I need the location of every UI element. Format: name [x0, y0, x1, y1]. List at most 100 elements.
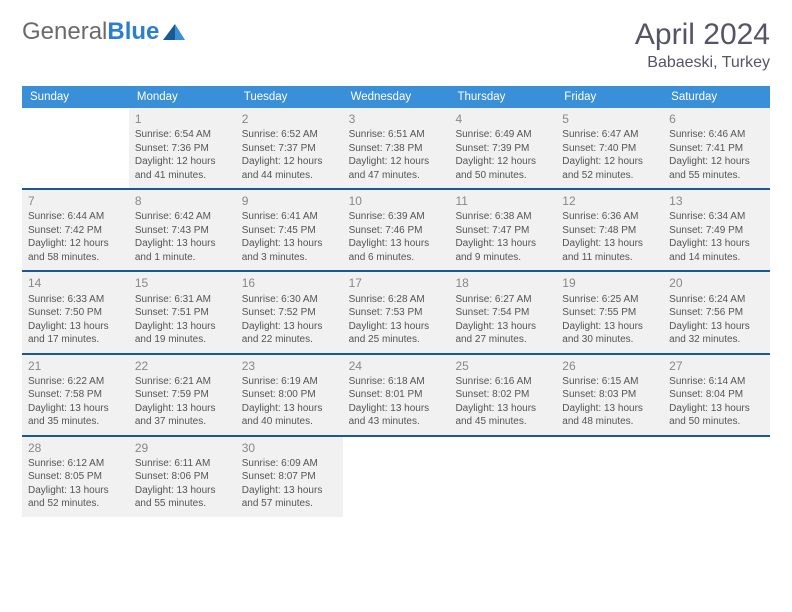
day-cell: 3Sunrise: 6:51 AMSunset: 7:38 PMDaylight…	[343, 108, 450, 188]
sunrise-text: Sunrise: 6:28 AM	[349, 293, 444, 307]
day-number: 9	[242, 193, 337, 209]
day-number: 28	[28, 440, 123, 456]
daylight-text: Daylight: 12 hours and 50 minutes.	[455, 155, 550, 182]
sunrise-text: Sunrise: 6:47 AM	[562, 128, 657, 142]
day-cell: 8Sunrise: 6:42 AMSunset: 7:43 PMDaylight…	[129, 190, 236, 270]
day-cell: 29Sunrise: 6:11 AMSunset: 8:06 PMDayligh…	[129, 437, 236, 517]
daylight-text: Daylight: 13 hours and 11 minutes.	[562, 237, 657, 264]
daylight-text: Daylight: 13 hours and 52 minutes.	[28, 484, 123, 511]
day-cell: 24Sunrise: 6:18 AMSunset: 8:01 PMDayligh…	[343, 355, 450, 435]
day-cell: 6Sunrise: 6:46 AMSunset: 7:41 PMDaylight…	[663, 108, 770, 188]
day-number: 11	[455, 193, 550, 209]
daylight-text: Daylight: 13 hours and 19 minutes.	[135, 320, 230, 347]
week-row: 14Sunrise: 6:33 AMSunset: 7:50 PMDayligh…	[22, 272, 770, 354]
month-title: April 2024	[635, 18, 770, 52]
sunrise-text: Sunrise: 6:30 AM	[242, 293, 337, 307]
day-header-cell: Sunday	[22, 86, 129, 108]
daylight-text: Daylight: 13 hours and 17 minutes.	[28, 320, 123, 347]
sunset-text: Sunset: 7:40 PM	[562, 142, 657, 156]
sunset-text: Sunset: 8:07 PM	[242, 470, 337, 484]
day-cell: 23Sunrise: 6:19 AMSunset: 8:00 PMDayligh…	[236, 355, 343, 435]
day-number: 3	[349, 111, 444, 127]
daylight-text: Daylight: 13 hours and 55 minutes.	[135, 484, 230, 511]
daylight-text: Daylight: 12 hours and 52 minutes.	[562, 155, 657, 182]
logo-triangle-icon	[163, 24, 185, 40]
sunset-text: Sunset: 7:49 PM	[669, 224, 764, 238]
day-header-cell: Tuesday	[236, 86, 343, 108]
day-cell: 30Sunrise: 6:09 AMSunset: 8:07 PMDayligh…	[236, 437, 343, 517]
day-number: 5	[562, 111, 657, 127]
sunset-text: Sunset: 8:03 PM	[562, 388, 657, 402]
day-number: 17	[349, 275, 444, 291]
day-number: 29	[135, 440, 230, 456]
daylight-text: Daylight: 13 hours and 22 minutes.	[242, 320, 337, 347]
daylight-text: Daylight: 13 hours and 9 minutes.	[455, 237, 550, 264]
day-cell: 26Sunrise: 6:15 AMSunset: 8:03 PMDayligh…	[556, 355, 663, 435]
day-cell: 1Sunrise: 6:54 AMSunset: 7:36 PMDaylight…	[129, 108, 236, 188]
sunset-text: Sunset: 7:54 PM	[455, 306, 550, 320]
week-row: 28Sunrise: 6:12 AMSunset: 8:05 PMDayligh…	[22, 437, 770, 517]
daylight-text: Daylight: 13 hours and 1 minute.	[135, 237, 230, 264]
sunrise-text: Sunrise: 6:11 AM	[135, 457, 230, 471]
sunrise-text: Sunrise: 6:27 AM	[455, 293, 550, 307]
logo-text-blue: Blue	[107, 18, 159, 46]
day-header-cell: Friday	[556, 86, 663, 108]
day-header-row: SundayMondayTuesdayWednesdayThursdayFrid…	[22, 86, 770, 108]
sunset-text: Sunset: 7:36 PM	[135, 142, 230, 156]
day-cell	[343, 437, 450, 517]
day-cell: 7Sunrise: 6:44 AMSunset: 7:42 PMDaylight…	[22, 190, 129, 270]
sunrise-text: Sunrise: 6:44 AM	[28, 210, 123, 224]
day-number: 7	[28, 193, 123, 209]
day-cell: 11Sunrise: 6:38 AMSunset: 7:47 PMDayligh…	[449, 190, 556, 270]
day-cell	[556, 437, 663, 517]
sunrise-text: Sunrise: 6:42 AM	[135, 210, 230, 224]
sunset-text: Sunset: 8:02 PM	[455, 388, 550, 402]
day-cell: 20 Sunrise: 6:24 AMSunset: 7:56 PMDayligh…	[663, 272, 770, 352]
day-cell: 25Sunrise: 6:16 AMSunset: 8:02 PMDayligh…	[449, 355, 556, 435]
day-cell: 5Sunrise: 6:47 AMSunset: 7:40 PMDaylight…	[556, 108, 663, 188]
daylight-text: Daylight: 12 hours and 55 minutes.	[669, 155, 764, 182]
sunset-text: Sunset: 7:56 PM	[669, 306, 764, 320]
daylight-text: Daylight: 13 hours and 27 minutes.	[455, 320, 550, 347]
day-header-cell: Thursday	[449, 86, 556, 108]
day-cell: 4Sunrise: 6:49 AMSunset: 7:39 PMDaylight…	[449, 108, 556, 188]
day-number: 16	[242, 275, 337, 291]
day-number: 14	[28, 275, 123, 291]
daylight-text: Daylight: 13 hours and 45 minutes.	[455, 402, 550, 429]
day-number: 21	[28, 358, 123, 374]
logo: GeneralBlue	[22, 18, 185, 46]
day-cell: 21Sunrise: 6:22 AMSunset: 7:58 PMDayligh…	[22, 355, 129, 435]
sunrise-text: Sunrise: 6:46 AM	[669, 128, 764, 142]
sunset-text: Sunset: 8:05 PM	[28, 470, 123, 484]
calendar: SundayMondayTuesdayWednesdayThursdayFrid…	[22, 86, 770, 517]
daylight-text: Daylight: 13 hours and 32 minutes.	[669, 320, 764, 347]
sunrise-text: Sunrise: 6:12 AM	[28, 457, 123, 471]
day-number: 4	[455, 111, 550, 127]
daylight-text: Daylight: 13 hours and 6 minutes.	[349, 237, 444, 264]
sunrise-text: Sunrise: 6:22 AM	[28, 375, 123, 389]
day-number: 30	[242, 440, 337, 456]
day-header-cell: Saturday	[663, 86, 770, 108]
sunrise-text: Sunrise: 6:34 AM	[669, 210, 764, 224]
day-cell: 16Sunrise: 6:30 AMSunset: 7:52 PMDayligh…	[236, 272, 343, 352]
sunrise-text: Sunrise: 6:33 AM	[28, 293, 123, 307]
daylight-text: Daylight: 13 hours and 30 minutes.	[562, 320, 657, 347]
sunset-text: Sunset: 7:41 PM	[669, 142, 764, 156]
sunrise-text: Sunrise: 6:54 AM	[135, 128, 230, 142]
sunrise-text: Sunrise: 6:16 AM	[455, 375, 550, 389]
day-cell: 28Sunrise: 6:12 AMSunset: 8:05 PMDayligh…	[22, 437, 129, 517]
daylight-text: Daylight: 13 hours and 43 minutes.	[349, 402, 444, 429]
day-number: 25	[455, 358, 550, 374]
sunrise-text: Sunrise: 6:39 AM	[349, 210, 444, 224]
daylight-text: Daylight: 13 hours and 48 minutes.	[562, 402, 657, 429]
daylight-text: Daylight: 13 hours and 57 minutes.	[242, 484, 337, 511]
daylight-text: Daylight: 13 hours and 35 minutes.	[28, 402, 123, 429]
daylight-text: Daylight: 13 hours and 3 minutes.	[242, 237, 337, 264]
sunrise-text: Sunrise: 6:24 AM	[669, 293, 764, 307]
sunrise-text: Sunrise: 6:52 AM	[242, 128, 337, 142]
day-number: 20	[669, 275, 764, 291]
day-cell: 14Sunrise: 6:33 AMSunset: 7:50 PMDayligh…	[22, 272, 129, 352]
sunrise-text: Sunrise: 6:51 AM	[349, 128, 444, 142]
sunrise-text: Sunrise: 6:49 AM	[455, 128, 550, 142]
sunset-text: Sunset: 8:06 PM	[135, 470, 230, 484]
